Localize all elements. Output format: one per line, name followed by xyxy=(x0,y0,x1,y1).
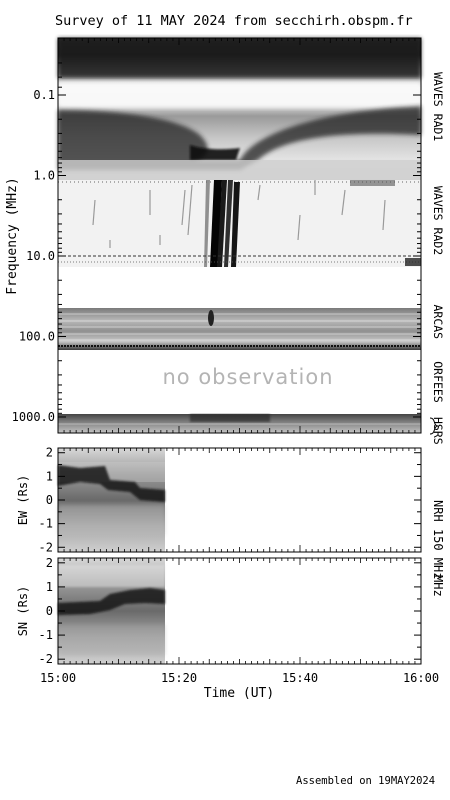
sn-x-ticks xyxy=(57,558,422,664)
instrument-label: HSRS xyxy=(431,417,445,445)
y-tick-label: 2 xyxy=(46,446,53,460)
y-tick-label: -1 xyxy=(39,628,53,642)
y-tick-label: 2 xyxy=(46,556,53,570)
hsrs-bracket xyxy=(429,417,439,435)
y-tick-label: 1000.0 xyxy=(12,410,55,424)
instrument-labels: WAVES RAD1 WAVES RAD2 ARCAS ORFEES HSRS xyxy=(431,72,445,445)
nrh-ew-panel: 2 1 0 -1 -2 EW (Rs) xyxy=(16,446,422,554)
y-tick-label: 0.1 xyxy=(33,88,55,102)
ew-x-ticks xyxy=(57,448,422,552)
y-tick-label: 1.0 xyxy=(33,169,55,183)
nrh-label: NRH 150 MHz xyxy=(431,500,445,579)
y-tick-label: 1 xyxy=(46,469,53,483)
nrh-sn-panel: 2 1 0 -1 -2 SN (Rs) 15:00 15:20 15:40 16:00 Tim… xyxy=(16,556,439,701)
ew-axis-label: EW (Rs) xyxy=(16,475,30,526)
instrument-label: ARCAS xyxy=(431,304,445,339)
spectrum-y-ticks: 0.1 1.0 10.0 100.0 1000.0 xyxy=(12,62,421,424)
time-tick-label: 15:20 xyxy=(161,671,197,685)
sn-axis-label: SN (Rs) xyxy=(16,586,30,637)
nrh-unit-label: MHz xyxy=(431,575,445,597)
y-tick-label: 0 xyxy=(46,604,53,618)
y-tick-label: 0 xyxy=(46,493,53,507)
time-axis-label: Time (UT) xyxy=(204,686,274,701)
y-tick-label: -1 xyxy=(39,517,53,531)
instrument-label: WAVES RAD2 xyxy=(431,186,445,255)
assembled-footer: Assembled on 19MAY2024 xyxy=(296,775,435,787)
time-tick-labels: 15:00 15:20 15:40 16:00 xyxy=(40,671,439,685)
time-tick-label: 15:40 xyxy=(282,671,318,685)
dynamic-spectrum-panel: no observation 0.1 1.0 10.0 100.0 1000.0 Fre… xyxy=(5,37,445,445)
y-tick-label: -2 xyxy=(39,652,53,666)
sn-y-ticks: 2 1 0 -1 -2 xyxy=(39,556,421,666)
frequency-axis-label: Frequency (MHz) xyxy=(5,177,20,294)
y-tick-label: 100.0 xyxy=(19,330,55,344)
spectrum-x-ticks xyxy=(57,38,422,433)
instrument-label: WAVES RAD1 xyxy=(431,72,445,141)
no-observation-label: no observation xyxy=(162,365,333,389)
ew-y-ticks: 2 1 0 -1 -2 xyxy=(39,446,421,554)
figure-title: Survey of 11 MAY 2024 from secchirh.obsp… xyxy=(55,13,413,29)
time-tick-label: 16:00 xyxy=(403,671,439,685)
instrument-label: ORFEES xyxy=(431,361,445,403)
rad2-band xyxy=(58,180,421,267)
y-tick-label: 1 xyxy=(46,580,53,594)
y-tick-label: -2 xyxy=(39,540,53,554)
arcas-band xyxy=(58,308,421,350)
time-tick-label: 15:00 xyxy=(40,671,76,685)
rad1-band xyxy=(58,38,421,180)
y-tick-label: 10.0 xyxy=(26,249,55,263)
